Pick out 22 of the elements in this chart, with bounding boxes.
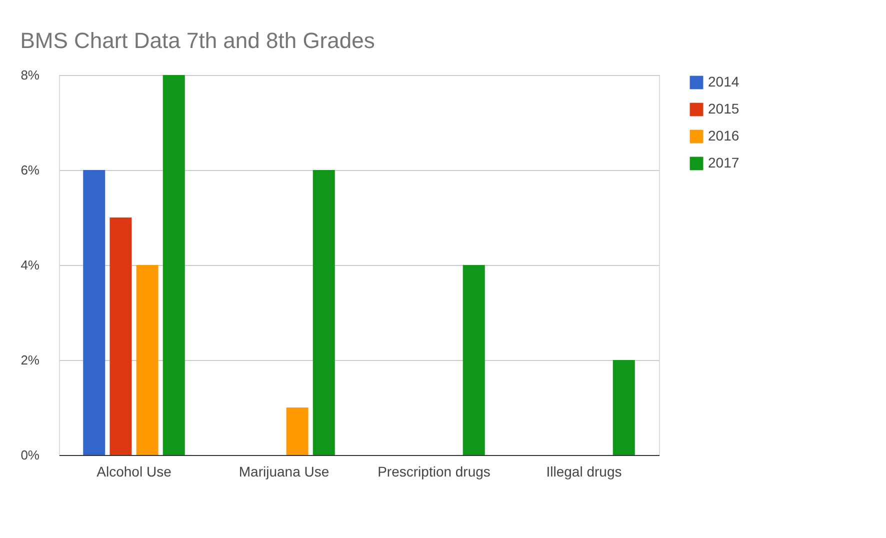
legend-label: 2017 <box>708 154 740 170</box>
y-tick-label: 0% <box>20 448 40 462</box>
y-tick-label: 8% <box>20 68 40 82</box>
legend-label: 2014 <box>708 74 740 90</box>
bar <box>462 265 485 455</box>
y-tick-label: 2% <box>20 352 40 368</box>
bar <box>286 408 308 455</box>
bar <box>136 265 158 455</box>
bar <box>83 170 106 455</box>
chart-title: BMS Chart Data 7th and 8th Grades <box>20 28 375 53</box>
y-tick-label: 4% <box>20 258 40 272</box>
bar <box>162 75 185 455</box>
bar <box>110 218 132 455</box>
x-tick-label: Marijuana Use <box>238 464 330 480</box>
x-tick-label: Prescription drugs <box>378 464 490 480</box>
legend-label: 2016 <box>708 128 740 144</box>
bar <box>612 360 635 455</box>
x-tick-label: Illegal drugs <box>546 464 622 480</box>
x-tick-label: Alcohol Use <box>96 464 172 480</box>
legend-label: 2015 <box>708 100 740 116</box>
bar <box>312 170 335 455</box>
y-tick-label: 6% <box>20 162 40 178</box>
